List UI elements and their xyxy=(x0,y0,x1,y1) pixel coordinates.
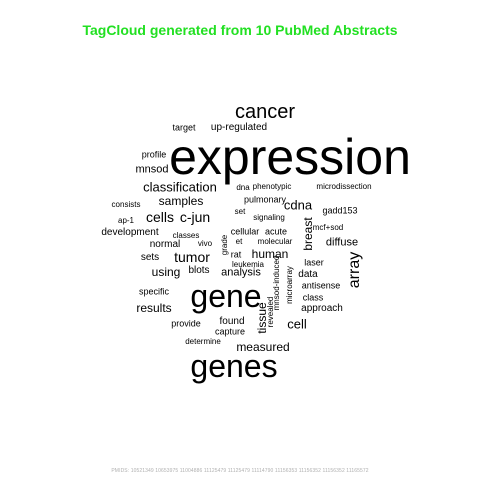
tag-word: measured xyxy=(236,340,290,354)
tag-word: signaling xyxy=(253,213,285,222)
tag-word: development xyxy=(101,227,159,238)
tag-word: et xyxy=(235,237,243,246)
tag-word: grade xyxy=(220,234,229,256)
tag-word: cellular xyxy=(230,226,260,237)
tag-word: sets xyxy=(140,252,160,263)
tag-word: genes xyxy=(190,348,278,384)
tag-word: analysis xyxy=(221,266,261,279)
tag-word: normal xyxy=(149,239,181,250)
tag-word: diffuse xyxy=(325,236,359,249)
tag-word: gadd153 xyxy=(322,205,358,216)
tag-word: target xyxy=(172,122,196,133)
pmid-footer: PMIDS: 10521349 10653975 11004886 111254… xyxy=(111,468,369,474)
tag-word: blots xyxy=(188,265,210,276)
tag-word: cdna xyxy=(283,197,313,213)
tag-word: samples xyxy=(158,194,204,208)
tag-word: leukemia xyxy=(231,260,265,269)
tag-word: using xyxy=(151,265,181,279)
tag-word: class xyxy=(302,292,324,303)
tag-word: phenotypic xyxy=(252,182,292,191)
tag-word: mcf+sod xyxy=(312,223,344,232)
tag-word: classes xyxy=(172,231,200,240)
tag-word: provide xyxy=(171,318,201,329)
tag-word: acute xyxy=(264,226,288,237)
tag-word: cells xyxy=(145,209,175,225)
tag-word: specific xyxy=(138,286,170,297)
tag-word: vivo xyxy=(197,239,213,248)
tag-word: consists xyxy=(111,200,141,209)
tag-word: cell xyxy=(287,316,307,332)
tag-word: revealed xyxy=(266,296,275,328)
tag-word: up-regulated xyxy=(210,122,268,133)
tag-word: cancer xyxy=(234,101,296,123)
tag-word: laser xyxy=(304,257,324,268)
tag-word: ap-1 xyxy=(117,216,135,225)
tag-word: array xyxy=(346,251,363,289)
tag-word: rat xyxy=(230,249,242,260)
tag-word: expression xyxy=(169,129,411,185)
tag-word: antisense xyxy=(301,280,341,291)
cloud-title: TagCloud generated from 10 PubMed Abstra… xyxy=(82,22,398,38)
tag-word: pulmonary xyxy=(243,194,287,205)
tag-word: microdissection xyxy=(316,182,372,191)
tag-word: mnsod xyxy=(135,163,169,176)
tag-word: profile xyxy=(141,149,167,160)
tag-word: data xyxy=(298,269,318,280)
tag-word: human xyxy=(251,247,289,261)
tag-word: found xyxy=(219,316,245,327)
tag-word: molecular xyxy=(257,237,293,246)
tag-word: set xyxy=(234,207,246,216)
tag-word: classification xyxy=(143,179,217,195)
tag-word: approach xyxy=(301,303,343,314)
tag-word: tumor xyxy=(174,249,210,265)
tag-word: gene xyxy=(190,278,262,314)
tag-word: capture xyxy=(214,326,246,337)
tag-word: results xyxy=(136,301,172,315)
tag-word: c-jun xyxy=(179,209,211,225)
tag-word: dna xyxy=(236,183,250,192)
tag-word: determine xyxy=(185,337,221,346)
tag-word: microarray xyxy=(285,266,294,304)
